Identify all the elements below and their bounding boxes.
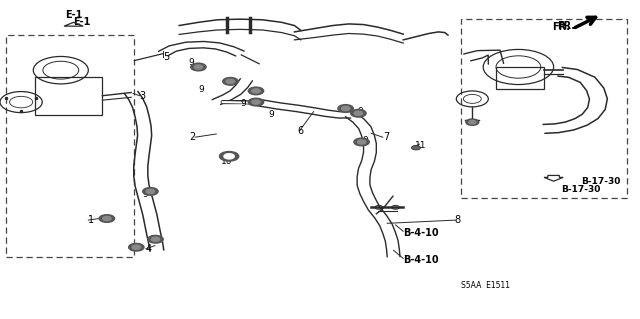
Text: 4: 4 <box>146 244 152 254</box>
Text: S5AA  E1511: S5AA E1511 <box>461 281 510 290</box>
Text: B-4-10: B-4-10 <box>403 228 439 238</box>
Circle shape <box>146 189 155 194</box>
Circle shape <box>194 65 203 69</box>
Circle shape <box>151 237 160 241</box>
Text: 7: 7 <box>383 132 389 142</box>
Text: 6: 6 <box>298 126 304 136</box>
Circle shape <box>412 145 420 150</box>
Circle shape <box>354 111 363 115</box>
Circle shape <box>468 120 476 124</box>
Circle shape <box>248 98 264 106</box>
Text: 9: 9 <box>240 99 246 108</box>
Bar <box>6 35 134 257</box>
Circle shape <box>132 245 141 249</box>
Text: 2: 2 <box>189 132 195 142</box>
Circle shape <box>357 140 366 144</box>
Bar <box>461 19 627 198</box>
Circle shape <box>338 105 353 112</box>
Text: 9: 9 <box>357 107 363 116</box>
Circle shape <box>252 100 260 104</box>
Circle shape <box>226 79 235 84</box>
Text: E-1: E-1 <box>74 17 91 27</box>
Circle shape <box>129 243 144 251</box>
Text: B-17-30: B-17-30 <box>561 185 601 194</box>
Circle shape <box>466 119 479 125</box>
Text: B-4-10: B-4-10 <box>403 255 439 265</box>
Text: B-17-30: B-17-30 <box>581 177 621 186</box>
Text: 9: 9 <box>189 58 195 67</box>
Text: 1: 1 <box>88 215 95 225</box>
Circle shape <box>191 63 206 71</box>
Circle shape <box>351 109 366 117</box>
Circle shape <box>143 188 158 195</box>
Text: 3: 3 <box>140 91 146 101</box>
Circle shape <box>248 87 264 95</box>
Text: 9: 9 <box>150 235 156 244</box>
Text: 9: 9 <box>269 110 275 119</box>
Text: 9: 9 <box>362 136 368 145</box>
Circle shape <box>224 154 234 159</box>
Circle shape <box>341 106 350 111</box>
Circle shape <box>220 152 239 161</box>
Circle shape <box>224 154 234 159</box>
Text: 9: 9 <box>142 190 148 199</box>
Text: E-1: E-1 <box>65 10 83 20</box>
Text: 9: 9 <box>198 85 204 94</box>
Text: FR.: FR. <box>552 22 570 32</box>
Text: 5: 5 <box>163 52 170 63</box>
Text: FR.: FR. <box>557 20 575 31</box>
Text: 8: 8 <box>454 215 461 225</box>
Text: 10: 10 <box>221 157 232 166</box>
Circle shape <box>223 78 238 85</box>
Circle shape <box>354 138 369 146</box>
Circle shape <box>99 215 115 222</box>
Circle shape <box>252 89 260 93</box>
Circle shape <box>148 235 163 243</box>
Text: 11: 11 <box>415 141 426 150</box>
Circle shape <box>102 216 111 221</box>
